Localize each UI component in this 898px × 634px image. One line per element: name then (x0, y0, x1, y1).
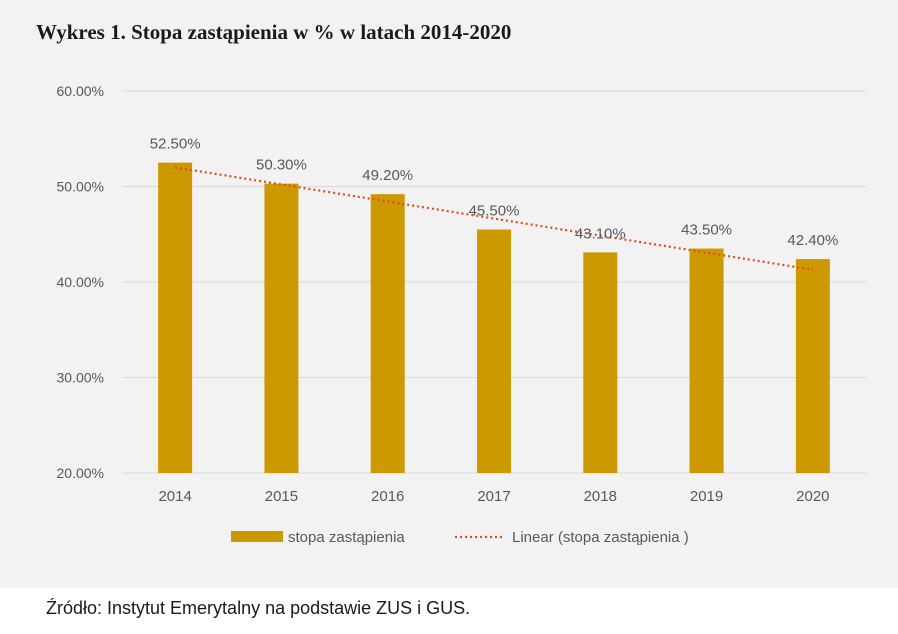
source-note: Źródło: Instytut Emerytalny na podstawie… (46, 598, 471, 618)
bar (795, 259, 830, 473)
y-tick-label: 50.00% (57, 179, 104, 195)
legend-label-series: stopa zastąpienia (288, 529, 405, 546)
data-labels: 52.50% 50.30% 49.20% 45.50% 43.10% 43.50% 42.4… (150, 136, 839, 249)
x-tick-label: 2020 (796, 488, 829, 505)
x-tick-label: 2014 (158, 488, 191, 505)
data-label: 43.10% (575, 225, 626, 242)
data-label: 49.20% (362, 167, 413, 184)
bar (264, 183, 299, 473)
y-tick-label: 30.00% (57, 370, 104, 386)
bar (158, 162, 193, 473)
legend: stopa zastąpienia Linear (stopa zastąpien… (231, 529, 689, 546)
bars (158, 162, 830, 473)
y-tick-label: 20.00% (57, 465, 104, 481)
data-label: 52.50% (150, 136, 201, 153)
x-tick-label: 2016 (371, 488, 404, 505)
chart-title: Wykres 1. Stopa zastąpienia w % w latach… (36, 20, 512, 44)
y-tick-label: 60.00% (57, 83, 104, 99)
x-tick-label: 2017 (477, 488, 510, 505)
bar (370, 194, 405, 473)
y-axis-ticks: 20.00% 30.00% 40.00% 50.00% 60.00% (57, 83, 104, 481)
bar (477, 229, 511, 473)
data-label: 50.30% (256, 157, 307, 174)
chart-panel (0, 0, 898, 588)
data-label: 42.40% (787, 232, 838, 249)
bar-chart: 20.00% 30.00% 40.00% 50.00% 60.00% 52.50% 50.… (57, 83, 866, 546)
x-axis-ticks: 2014 2015 2016 2017 2018 2019 2020 (158, 488, 829, 505)
x-tick-label: 2018 (584, 488, 617, 505)
bar (689, 248, 724, 473)
bar (583, 252, 618, 473)
y-tick-label: 40.00% (57, 274, 104, 290)
data-label: 45.50% (469, 202, 520, 219)
legend-label-trendline: Linear (stopa zastąpienia ) (512, 529, 689, 546)
legend-swatch-bar (231, 531, 283, 542)
x-tick-label: 2019 (690, 488, 723, 505)
data-label: 43.50% (681, 222, 732, 239)
x-tick-label: 2015 (265, 488, 298, 505)
